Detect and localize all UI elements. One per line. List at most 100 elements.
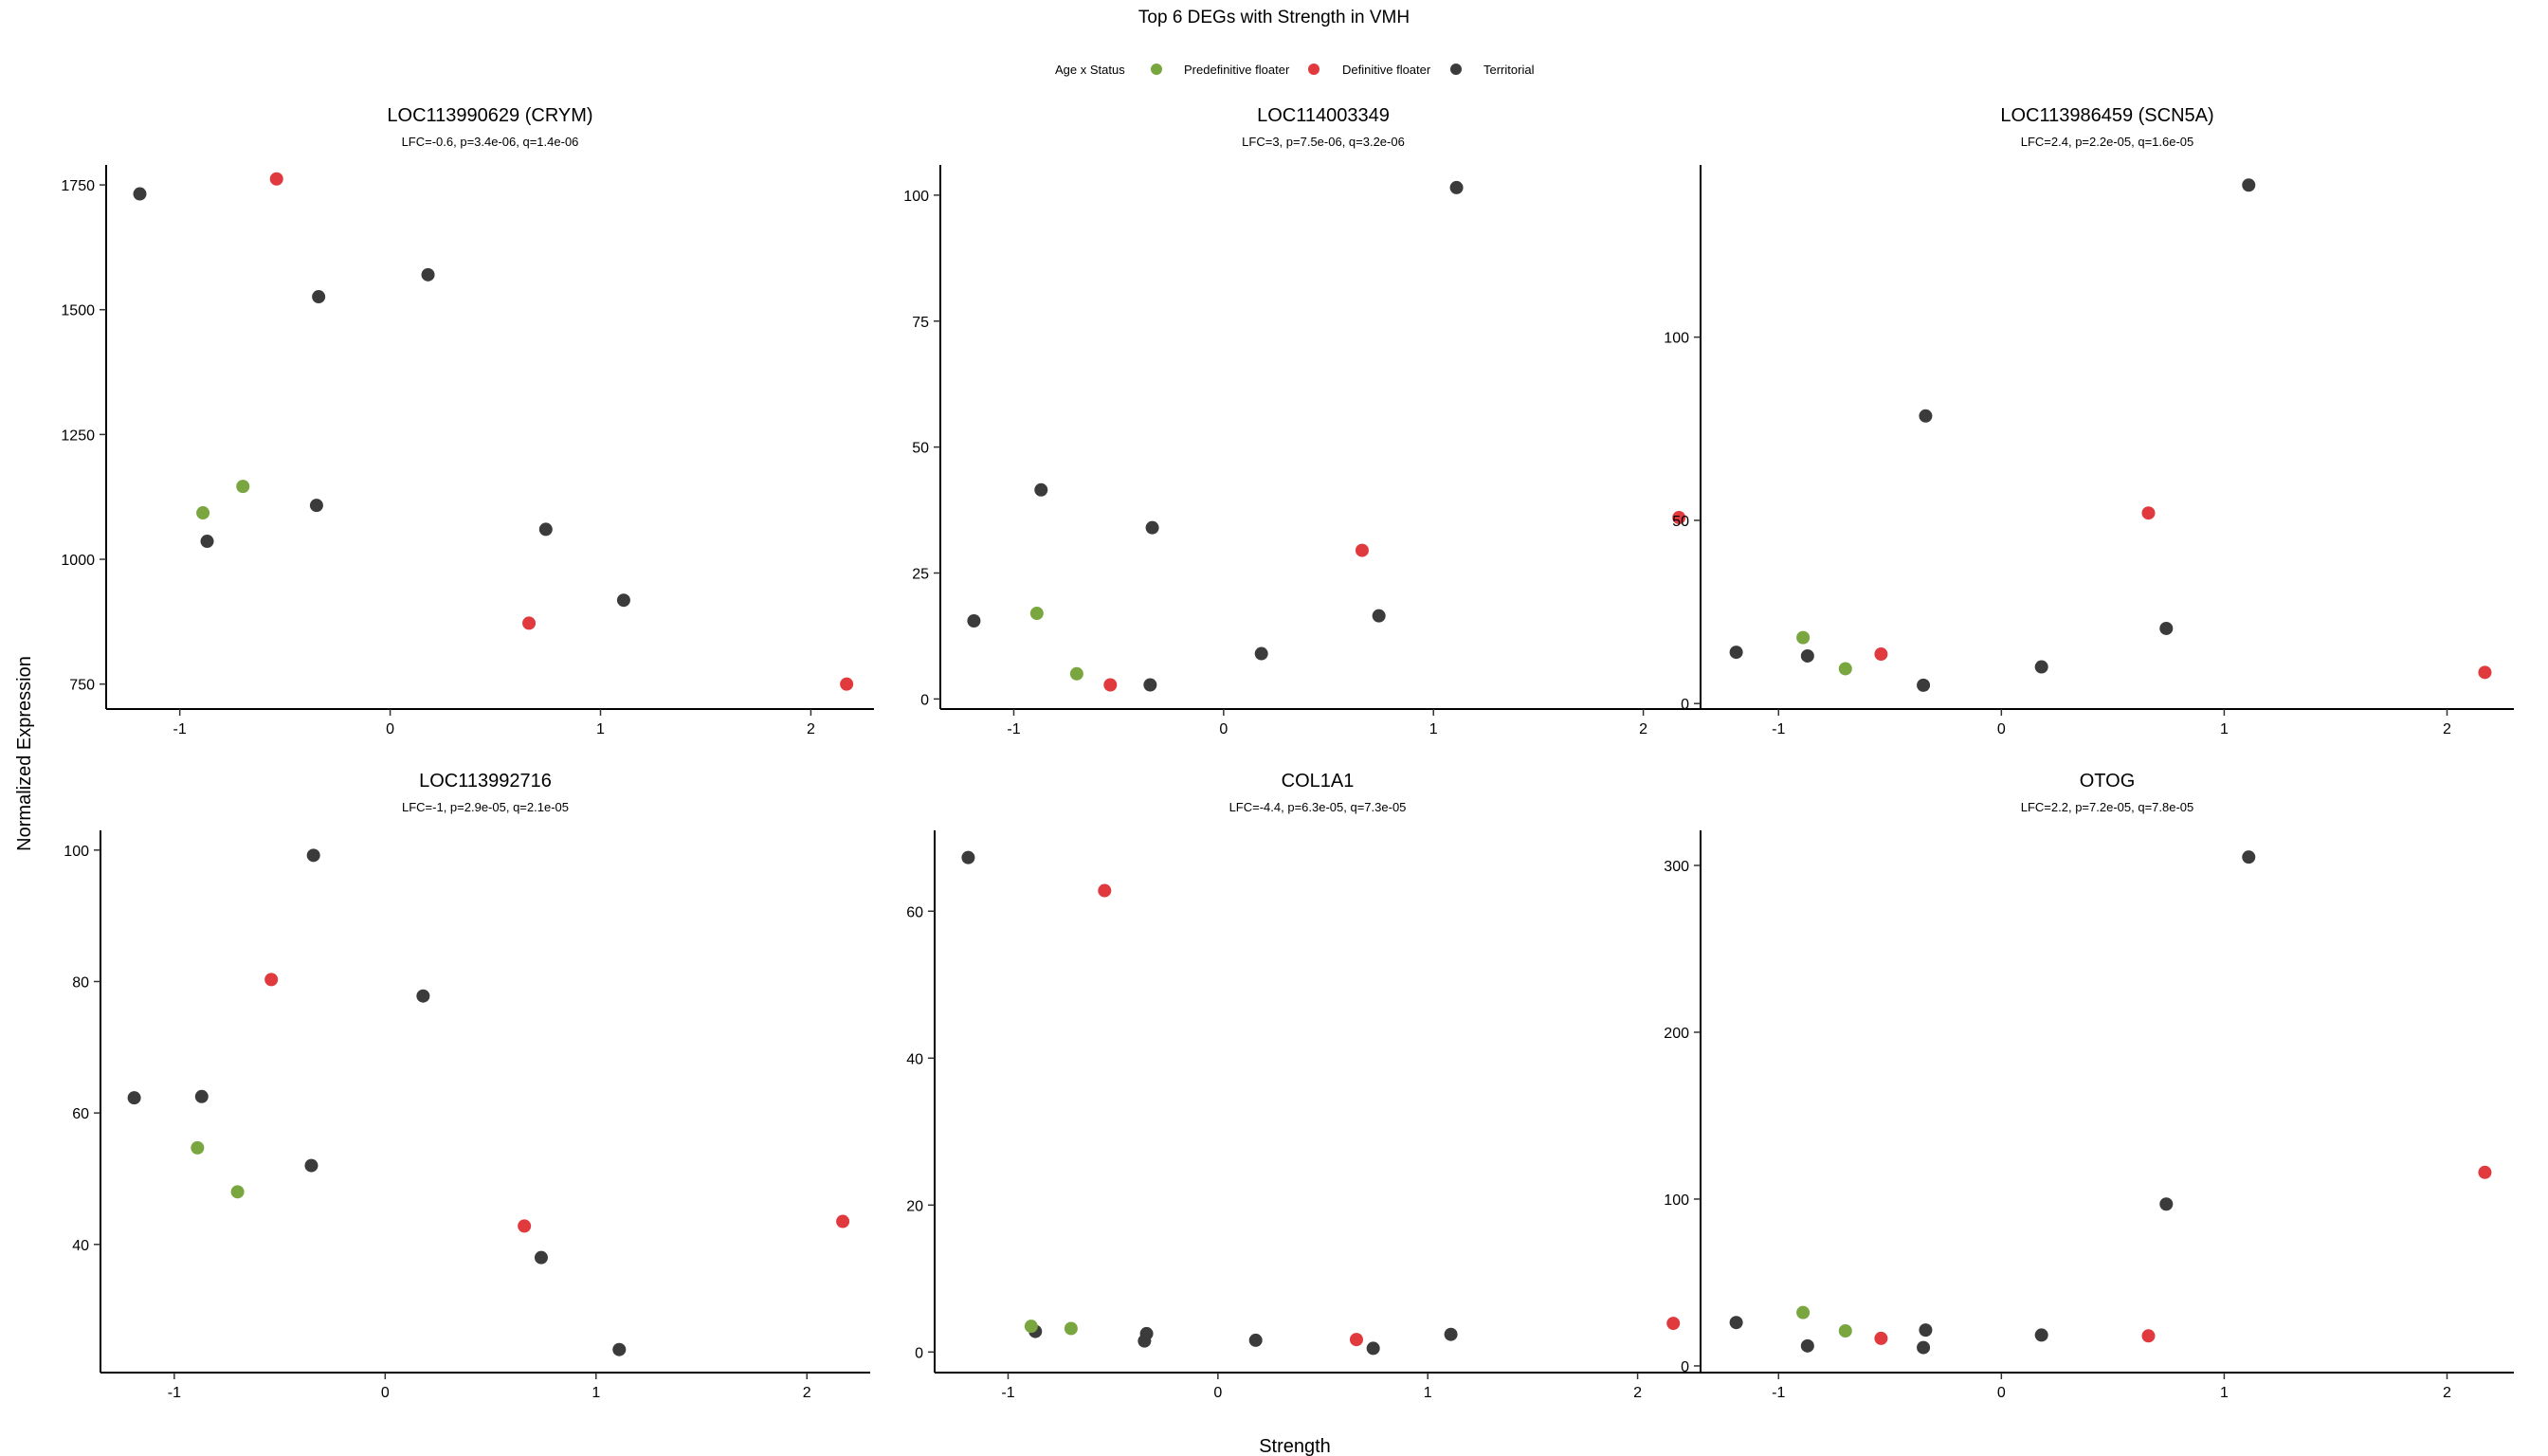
data-point bbox=[1355, 543, 1369, 557]
data-point bbox=[1444, 1327, 1458, 1341]
data-point bbox=[196, 506, 210, 520]
data-point bbox=[1098, 883, 1112, 898]
x-tick-label: 0 bbox=[1213, 1385, 1222, 1401]
y-tick-label: 1500 bbox=[61, 303, 95, 319]
data-point bbox=[127, 1091, 141, 1105]
data-point bbox=[961, 850, 975, 864]
data-point bbox=[1064, 1321, 1078, 1336]
x-tick-label: 0 bbox=[381, 1385, 390, 1401]
data-point bbox=[538, 522, 553, 537]
data-point bbox=[1024, 1320, 1038, 1334]
data-point bbox=[616, 593, 630, 608]
data-point bbox=[1254, 646, 1268, 661]
data-point bbox=[306, 848, 320, 863]
data-point bbox=[416, 989, 430, 1003]
panel-title: LOC113992716 bbox=[419, 771, 552, 792]
panel-loc113992716: LOC113992716 LFC=-1, p=2.9e-05, q=2.1e-05… bbox=[64, 771, 870, 1401]
legend-key-territorial bbox=[1450, 64, 1462, 75]
y-tick-label: 1750 bbox=[61, 178, 95, 194]
panel-subtitle: LFC=2.4, p=2.2e-05, q=1.6e-05 bbox=[2021, 135, 2194, 149]
data-point bbox=[191, 1140, 205, 1155]
y-tick-label: 200 bbox=[1664, 1026, 1689, 1042]
x-tick-label: 1 bbox=[1429, 721, 1438, 737]
panel-subtitle: LFC=-4.4, p=6.3e-05, q=7.3e-05 bbox=[1229, 800, 1407, 814]
data-point bbox=[194, 1089, 209, 1103]
y-tick-label: 1250 bbox=[61, 428, 95, 444]
x-tick-label: 0 bbox=[1997, 1385, 2006, 1401]
y-tick-label: 100 bbox=[903, 189, 929, 205]
x-tick-label: -1 bbox=[1772, 721, 1785, 737]
x-tick-label: 1 bbox=[2220, 1385, 2229, 1401]
x-tick-label: -1 bbox=[1001, 1385, 1014, 1401]
panel-scn5a: LOC113986459 (SCN5A) LFC=2.4, p=2.2e-05, … bbox=[1664, 105, 2514, 737]
data-point bbox=[1838, 662, 1852, 676]
data-point bbox=[534, 1250, 548, 1265]
data-point bbox=[269, 172, 283, 186]
x-tick-label: 1 bbox=[1424, 1385, 1432, 1401]
y-tick-label: 0 bbox=[915, 1345, 923, 1361]
data-point bbox=[2034, 660, 2048, 674]
x-tick-label: 2 bbox=[1633, 1385, 1642, 1401]
panel-title: LOC113986459 (SCN5A) bbox=[2000, 105, 2213, 126]
panels: LOC113990629 (CRYM) LFC=-0.6, p=3.4e-06, … bbox=[61, 105, 2514, 1401]
x-tick-label: 2 bbox=[807, 721, 815, 737]
y-tick-label: 100 bbox=[1664, 331, 1689, 347]
y-tick-label: 60 bbox=[906, 904, 923, 920]
x-tick-label: 1 bbox=[592, 1385, 600, 1401]
data-point bbox=[200, 535, 214, 549]
data-point bbox=[421, 267, 435, 282]
panel-subtitle: LFC=2.2, p=7.2e-05, q=7.8e-05 bbox=[2021, 800, 2194, 814]
legend-key-definitive bbox=[1308, 64, 1320, 75]
data-point bbox=[1796, 630, 1811, 645]
data-point bbox=[1800, 648, 1814, 663]
panel-otog: OTOG LFC=2.2, p=7.2e-05, q=7.8e-05 -1 0 1 2 0 1… bbox=[1664, 771, 2514, 1401]
data-point bbox=[1729, 646, 1743, 660]
data-point bbox=[2034, 1328, 2048, 1342]
data-point bbox=[1672, 511, 1686, 525]
legend-label-predefinitive: Predefinitive floater bbox=[1184, 63, 1290, 77]
x-tick-label: -1 bbox=[168, 1385, 181, 1401]
panel-subtitle: LFC=-1, p=2.9e-05, q=2.1e-05 bbox=[402, 800, 569, 814]
y-tick-label: 300 bbox=[1664, 859, 1689, 875]
data-point bbox=[1248, 1333, 1263, 1347]
data-point bbox=[840, 677, 854, 691]
data-point bbox=[1919, 1323, 1933, 1338]
data-point bbox=[2141, 506, 2156, 520]
x-axis-label: Strength bbox=[1259, 1436, 1331, 1456]
data-point bbox=[1919, 409, 1933, 423]
data-point bbox=[1069, 666, 1083, 681]
y-tick-label: 0 bbox=[1681, 1359, 1689, 1375]
panel-crym: LOC113990629 (CRYM) LFC=-0.6, p=3.4e-06, … bbox=[61, 105, 874, 737]
x-tick-label: -1 bbox=[1007, 721, 1020, 737]
panel-title: LOC114003349 bbox=[1257, 105, 1390, 126]
data-point bbox=[1449, 180, 1464, 194]
data-point bbox=[2478, 1165, 2492, 1179]
data-point bbox=[1366, 1341, 1380, 1356]
y-tick-label: 1000 bbox=[61, 553, 95, 569]
data-point bbox=[1874, 647, 1888, 662]
data-point bbox=[1800, 1338, 1814, 1353]
x-tick-label: 0 bbox=[1997, 721, 2006, 737]
data-point bbox=[309, 499, 323, 513]
y-tick-label: 80 bbox=[72, 974, 89, 991]
data-point bbox=[1034, 482, 1048, 497]
x-tick-label: 0 bbox=[386, 721, 394, 737]
data-point bbox=[133, 187, 147, 201]
data-point bbox=[1874, 1331, 1888, 1345]
x-tick-label: 1 bbox=[2220, 721, 2229, 737]
data-point bbox=[1349, 1333, 1363, 1347]
figure-title: Top 6 DEGs with Strength in VMH bbox=[1138, 8, 1410, 27]
data-point bbox=[518, 1219, 532, 1233]
panel-title: COL1A1 bbox=[1282, 771, 1355, 792]
panel-title: OTOG bbox=[2080, 771, 2136, 792]
data-point bbox=[2159, 1197, 2174, 1211]
data-point bbox=[312, 290, 326, 304]
y-tick-label: 50 bbox=[1672, 514, 1689, 530]
legend-label-territorial: Territorial bbox=[1483, 63, 1535, 77]
y-tick-label: 20 bbox=[906, 1198, 923, 1214]
data-point bbox=[1838, 1324, 1852, 1338]
legend-key-predefinitive bbox=[1151, 64, 1162, 75]
x-tick-label: -1 bbox=[173, 721, 187, 737]
x-tick-label: 0 bbox=[1219, 721, 1228, 737]
legend-label-definitive: Definitive floater bbox=[1342, 63, 1431, 77]
